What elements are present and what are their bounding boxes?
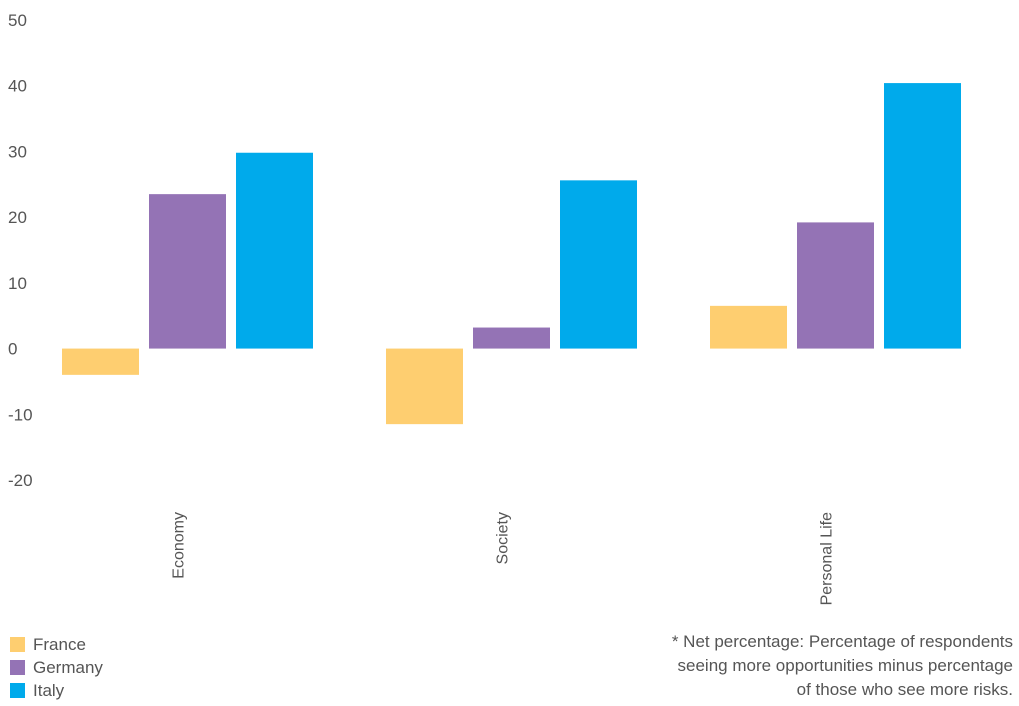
footnote-line-2: seeing more opportunities minus percenta… xyxy=(677,656,1013,675)
bar-germany-economy xyxy=(149,194,226,349)
footnote: * Net percentage: Percentage of responde… xyxy=(493,630,1013,702)
bar-italy-society xyxy=(560,180,637,349)
bar-germany-society xyxy=(473,327,550,349)
bar-france-personal-life xyxy=(710,305,787,349)
y-tick-label: 50 xyxy=(8,11,27,30)
legend-swatch-italy xyxy=(10,683,25,698)
y-tick-label: 40 xyxy=(8,77,27,96)
y-tick-label: 30 xyxy=(8,142,27,161)
x-category-label: Economy xyxy=(171,512,188,579)
footnote-line-3: of those who see more risks. xyxy=(796,680,1013,699)
bar-france-economy xyxy=(62,348,139,375)
legend-label-italy: Italy xyxy=(33,680,65,700)
x-category-label: Society xyxy=(495,512,512,564)
legend-swatch-germany xyxy=(10,660,25,675)
legend: France Germany Italy xyxy=(10,633,103,702)
legend-item-germany: Germany xyxy=(10,656,103,679)
bars xyxy=(62,83,961,425)
bar-france-society xyxy=(386,348,463,425)
y-tick-label: 10 xyxy=(8,274,27,293)
y-tick-label: 0 xyxy=(8,340,17,359)
bar-italy-economy xyxy=(236,152,313,349)
legend-item-france: France xyxy=(10,633,103,656)
x-axis: Economy Society Personal Life xyxy=(171,512,836,605)
legend-label-france: France xyxy=(33,634,86,654)
bar-italy-personal-life xyxy=(884,83,961,349)
bar-germany-personal-life xyxy=(797,222,874,349)
legend-swatch-france xyxy=(10,637,25,652)
footnote-line-1: * Net percentage: Percentage of responde… xyxy=(671,632,1013,651)
legend-item-italy: Italy xyxy=(10,679,103,702)
y-tick-label: 20 xyxy=(8,208,27,227)
y-tick-label: -10 xyxy=(8,405,33,424)
legend-label-germany: Germany xyxy=(33,657,103,677)
bar-chart: 50 40 30 20 10 0 -10 -20 Economy Society Personal… xyxy=(8,11,961,605)
y-tick-label: -20 xyxy=(8,471,33,490)
y-axis: 50 40 30 20 10 0 -10 -20 xyxy=(8,11,33,490)
x-category-label: Personal Life xyxy=(819,512,836,605)
